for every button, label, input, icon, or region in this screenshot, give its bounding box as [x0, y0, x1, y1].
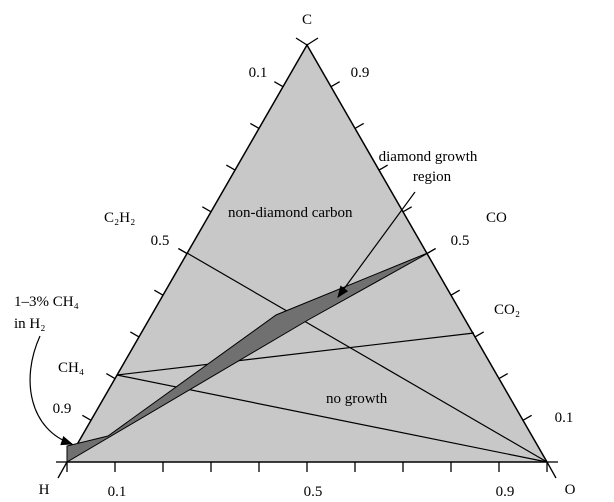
tick — [330, 81, 340, 88]
species-label: C₂H₂ — [104, 210, 135, 226]
tick — [474, 331, 484, 338]
annotation: region — [413, 169, 452, 185]
tick — [402, 206, 412, 213]
species-label: CO — [486, 210, 507, 226]
tick — [306, 37, 319, 46]
tick — [498, 373, 508, 380]
tick-label: 0.9 — [351, 65, 370, 81]
tick — [378, 164, 388, 171]
tick — [57, 461, 68, 479]
tick — [82, 414, 92, 421]
tick-label: 0.1 — [108, 484, 127, 500]
tick-label: 0.5 — [151, 233, 170, 249]
annotation: diamond growth — [379, 149, 478, 165]
vertex-label: O — [565, 482, 576, 498]
ticks — [56, 37, 558, 479]
tick — [178, 247, 188, 255]
vertex-label: C — [302, 12, 312, 28]
tick — [202, 206, 212, 213]
tick — [250, 122, 260, 129]
tick-label: 0.5 — [304, 484, 323, 500]
triangle — [65, 43, 549, 463]
tick-label: 0.9 — [53, 401, 72, 417]
annotation-arrow — [337, 191, 416, 298]
tick — [546, 461, 557, 479]
tick — [354, 122, 364, 129]
region-label: non-diamond carbon — [228, 205, 353, 221]
tick-label: 0.1 — [555, 410, 574, 426]
annotation-arrow — [29, 335, 74, 446]
diamond-region — [66, 251, 431, 463]
tick-label: 0.1 — [249, 65, 268, 81]
annotation: 1–3% CH₄ — [14, 294, 79, 310]
tick — [450, 289, 460, 296]
annotation: in H₂ — [14, 316, 45, 332]
tick — [130, 331, 140, 338]
vertex-label: H — [39, 482, 50, 498]
tick — [274, 81, 284, 88]
region-label: no growth — [326, 391, 388, 407]
species-label: CO₂ — [494, 302, 520, 318]
tick — [154, 289, 164, 296]
tick-label: 0.9 — [496, 484, 515, 500]
tick — [522, 414, 532, 421]
tick — [106, 373, 116, 380]
tick-label: 0.5 — [451, 233, 470, 249]
species-label: CH₄ — [58, 360, 84, 376]
tick — [295, 37, 308, 46]
tick — [226, 164, 236, 171]
